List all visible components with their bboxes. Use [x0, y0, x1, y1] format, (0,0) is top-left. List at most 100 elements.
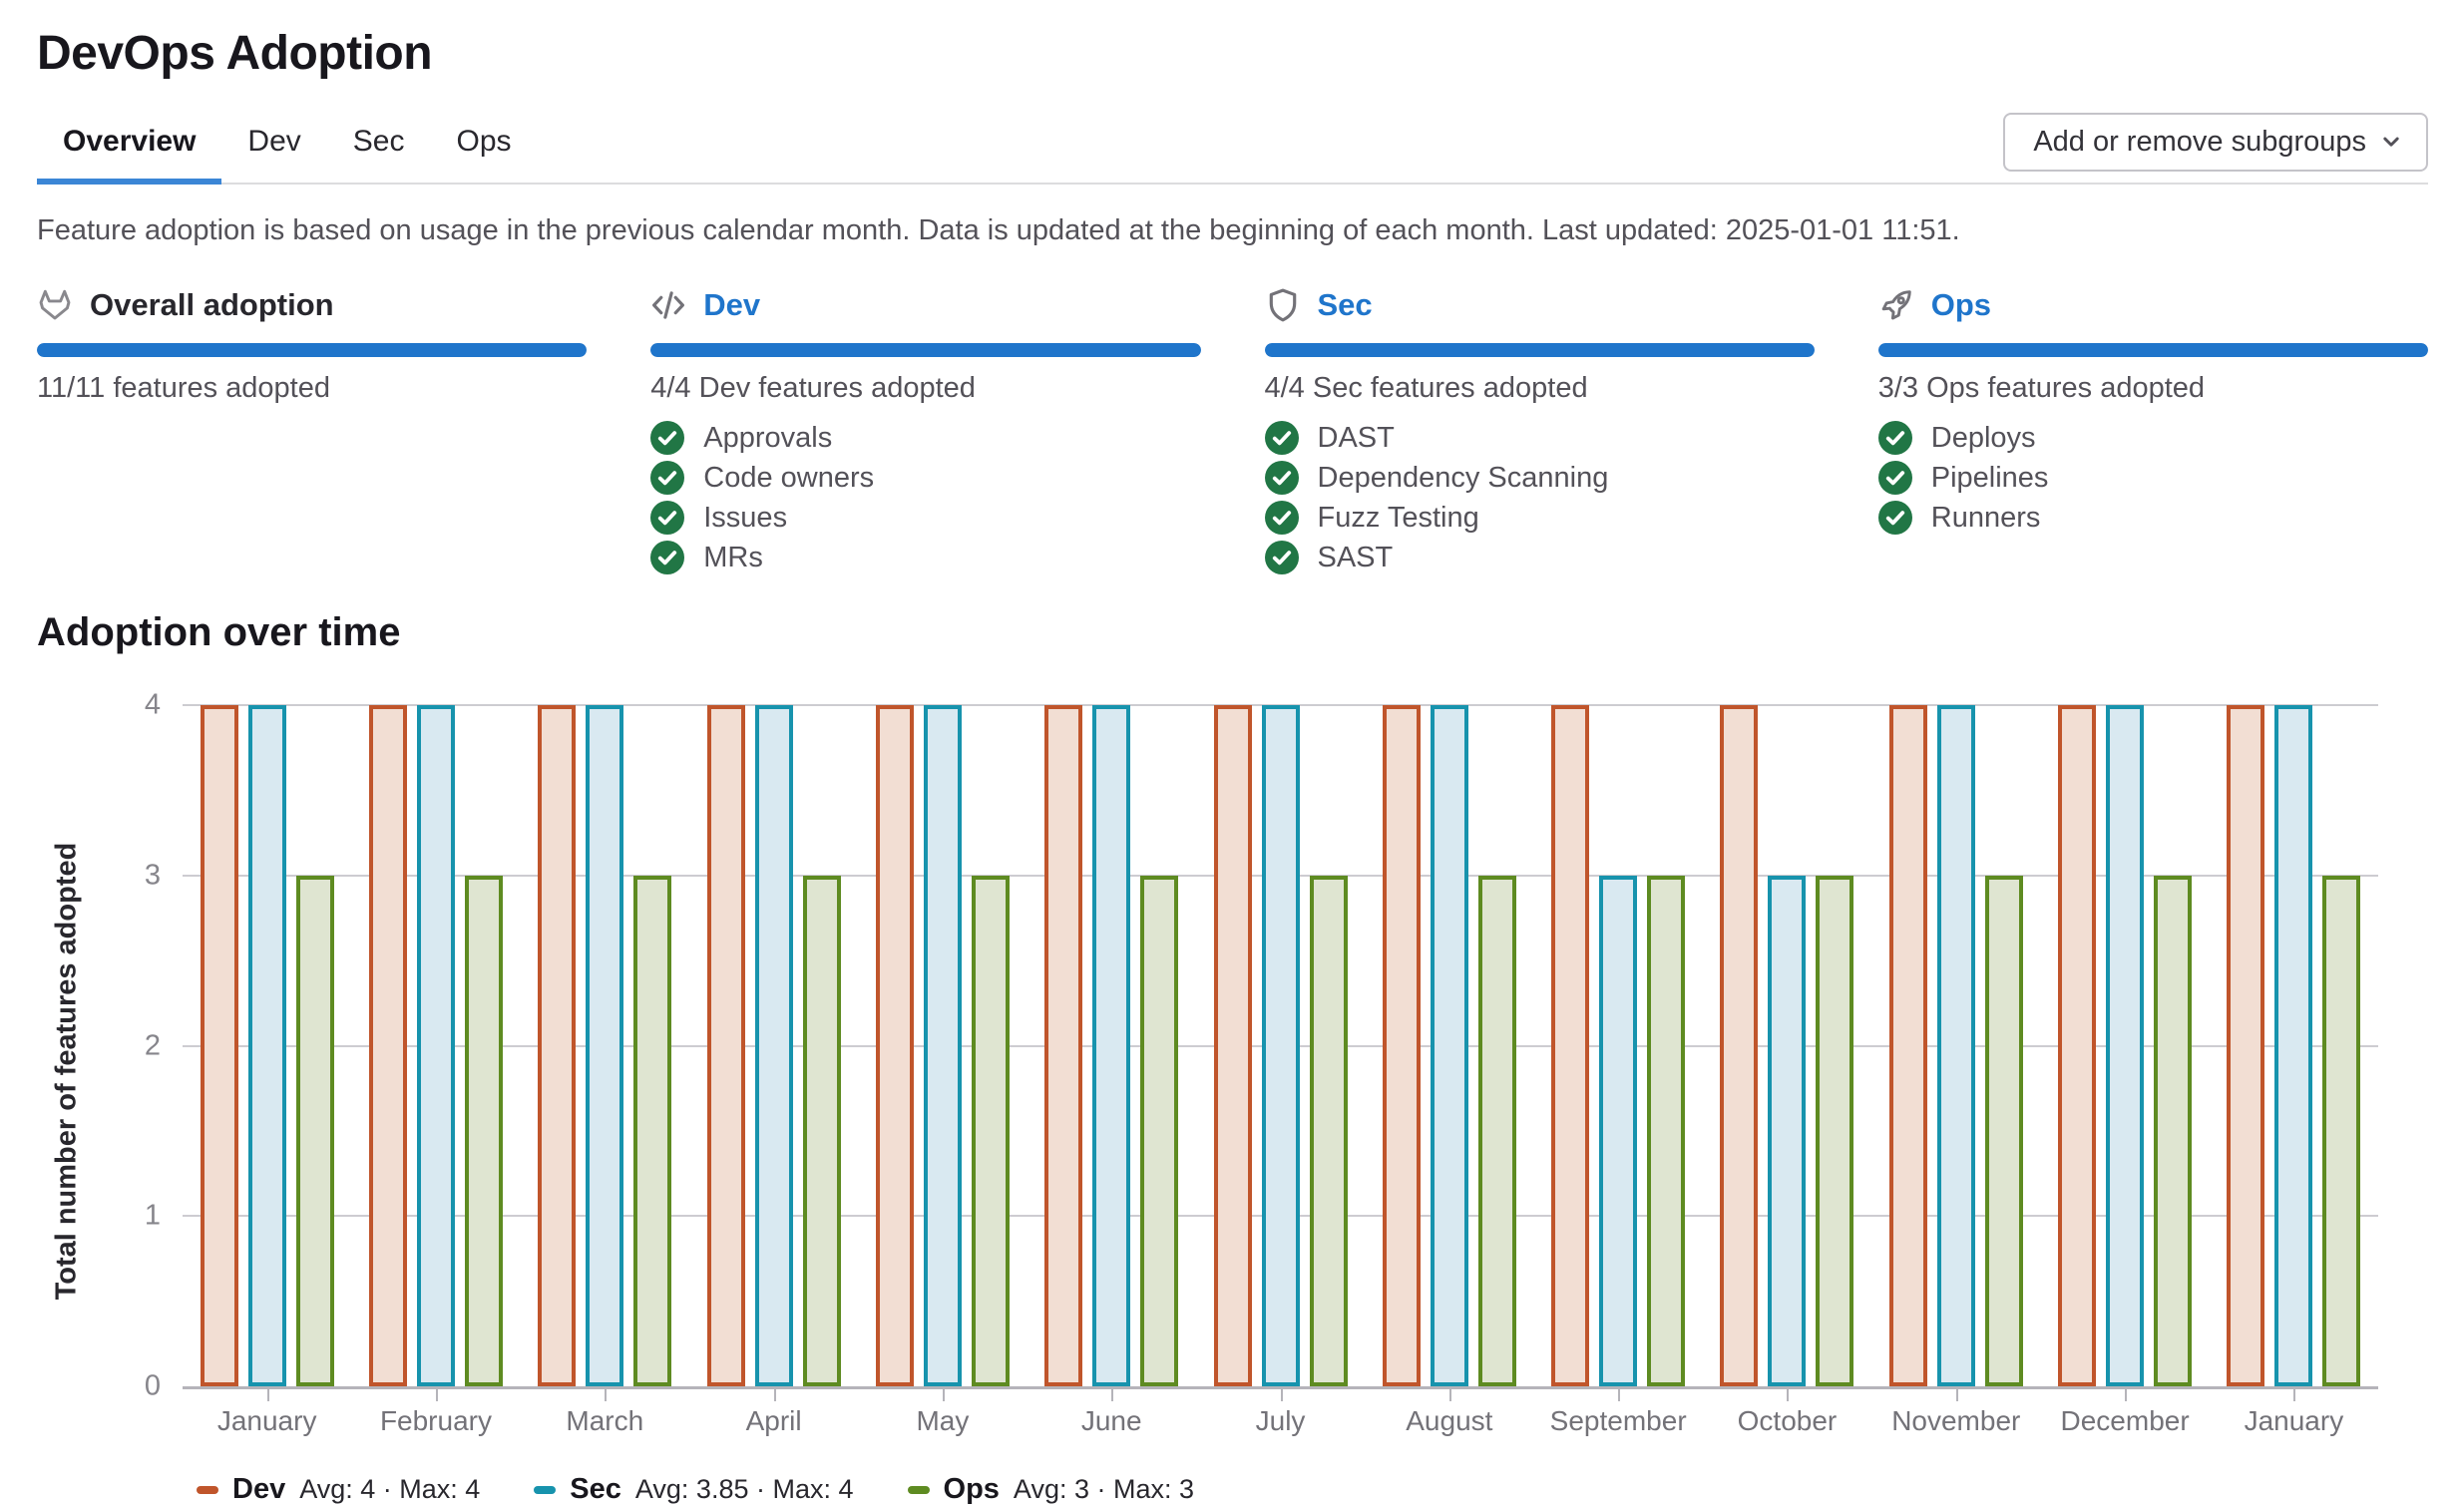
- dev-bar-april: [706, 705, 745, 1386]
- x-axis-label-january: January: [216, 1405, 317, 1436]
- legend-series-stats: Avg: 3.85 · Max: 4: [634, 1474, 854, 1504]
- feature-item-sast: SAST: [1264, 541, 1815, 574]
- feature-label: Dependency Scanning: [1317, 461, 1609, 494]
- x-axis-label-october: October: [1737, 1405, 1838, 1436]
- tanuki-icon: [37, 287, 73, 323]
- chart-plot-area: 4 3 2 1 0: [145, 689, 2378, 1402]
- feature-item-deploys: Deploys: [1877, 421, 2428, 455]
- feature-label: SAST: [1317, 541, 1394, 573]
- feature-item-dast: DAST: [1264, 421, 1815, 455]
- x-axis-tick: [1280, 1389, 1283, 1401]
- x-axis-label-november: November: [1891, 1405, 2021, 1436]
- ops-bar-february: [464, 875, 503, 1386]
- section-title-dev[interactable]: Dev: [703, 287, 761, 322]
- section-dev: Dev 4/4 Dev features adopted Approvals Code…: [650, 287, 1201, 586]
- sec-bar-december: [2106, 705, 2145, 1386]
- feature-label: Code owners: [703, 461, 875, 494]
- sec-bar-july: [1261, 705, 1300, 1386]
- tab-ops[interactable]: Ops: [430, 111, 537, 185]
- x-axis-label-december: December: [2060, 1405, 2190, 1436]
- ops-bar-april: [802, 875, 841, 1386]
- add-or-remove-subgroups-button[interactable]: Add or remove subgroups: [2003, 112, 2428, 172]
- y-tick-label-2: 2: [144, 1029, 161, 1061]
- feature-label: Fuzz Testing: [1317, 501, 1479, 534]
- x-axis-tick: [942, 1389, 945, 1401]
- x-axis-tick: [1618, 1389, 1621, 1401]
- sec-bar-january: [2274, 705, 2313, 1386]
- dev-bar-december: [2058, 705, 2097, 1386]
- legend-series-name: Sec: [570, 1473, 621, 1505]
- rocket-icon: [1878, 287, 1914, 323]
- sec-bar-june: [1092, 705, 1131, 1386]
- section-title-sec[interactable]: Sec: [1317, 287, 1373, 322]
- section-subtitle: 3/3 Ops features adopted: [1877, 372, 2206, 404]
- check-circle-icon: [1264, 541, 1299, 574]
- sec-bar-february: [416, 705, 455, 1386]
- tabs: Overview Dev Sec Ops: [37, 111, 538, 185]
- feature-label: Runners: [1930, 501, 2041, 534]
- section-title-overall-adoption: Overall adoption: [90, 287, 334, 322]
- dev-bar-august: [1382, 705, 1421, 1386]
- feature-item-issues: Issues: [650, 501, 1200, 535]
- month-group-june: [1027, 705, 1196, 1401]
- dev-bar-october: [1720, 705, 1759, 1386]
- tab-overview[interactable]: Overview: [37, 111, 222, 185]
- feature-list: Approvals Code owners Issues MRs: [650, 421, 1200, 574]
- legend-series-name: Dev: [232, 1473, 286, 1505]
- sec-bar-october: [1768, 875, 1807, 1386]
- dev-bar-march: [538, 705, 577, 1386]
- feature-label: Approvals: [703, 421, 833, 454]
- section-overall-adoption: Overall adoption 11/11 features adopted: [37, 287, 588, 586]
- section-subtitle: 11/11 features adopted: [37, 372, 330, 404]
- legend-item-sec[interactable]: Sec Avg: 3.85 · Max: 4: [534, 1473, 854, 1506]
- y-tick-label-3: 3: [144, 859, 161, 892]
- x-axis-tick: [1955, 1389, 1958, 1401]
- ops-bar-october: [1816, 875, 1854, 1386]
- feature-label: Issues: [703, 501, 788, 534]
- check-circle-icon: [650, 501, 685, 535]
- legend-item-dev[interactable]: Dev Avg: 4 · Max: 4: [197, 1473, 480, 1506]
- x-axis-label-july: July: [1255, 1405, 1306, 1436]
- dev-bar-november: [1888, 705, 1927, 1386]
- x-axis-tick: [773, 1389, 776, 1401]
- x-axis-label-september: September: [1549, 1405, 1687, 1436]
- month-group-september: [1534, 705, 1703, 1401]
- feature-item-fuzz-testing: Fuzz Testing: [1264, 501, 1815, 535]
- feature-item-dependency-scanning: Dependency Scanning: [1264, 461, 1815, 495]
- ops-bar-january: [295, 875, 334, 1386]
- ops-bar-march: [633, 875, 672, 1386]
- feature-item-code-owners: Code owners: [650, 461, 1200, 495]
- x-axis-tick: [435, 1389, 438, 1401]
- x-axis-tick: [605, 1389, 608, 1401]
- ops-bar-august: [1477, 875, 1516, 1386]
- section-title-ops[interactable]: Ops: [1930, 287, 1992, 322]
- tab-sec[interactable]: Sec: [327, 111, 431, 185]
- x-axis-label-may: May: [916, 1405, 970, 1436]
- ops-bar-september: [1647, 875, 1686, 1386]
- section-header: Dev: [650, 287, 1200, 323]
- dev-bar-september: [1551, 705, 1590, 1386]
- feature-item-mrs: MRs: [650, 541, 1200, 574]
- shield-icon: [1265, 287, 1301, 323]
- ops-bar-december: [2154, 875, 2193, 1386]
- month-group-october: [1703, 705, 1871, 1401]
- sec-bar-november: [1936, 705, 1975, 1386]
- y-axis-title: Total number of features adopted: [50, 842, 83, 1301]
- progress-bar-overall-adoption: [37, 343, 588, 357]
- sec-bar-may: [923, 705, 962, 1386]
- x-axis-label-april: April: [745, 1405, 802, 1436]
- x-axis-label-march: March: [566, 1405, 644, 1436]
- section-header: Sec: [1265, 287, 1815, 323]
- feature-label: DAST: [1317, 421, 1395, 454]
- progress-bar-fill: [650, 343, 1201, 357]
- sec-bar-march: [586, 705, 624, 1386]
- sec-bar-april: [754, 705, 793, 1386]
- y-tick-label-1: 1: [144, 1199, 161, 1232]
- tab-dev[interactable]: Dev: [221, 111, 326, 185]
- x-axis-tick: [1448, 1389, 1451, 1401]
- month-group-march: [521, 705, 689, 1401]
- x-axis-label-august: August: [1406, 1405, 1493, 1436]
- legend-item-ops[interactable]: Ops Avg: 3 · Max: 3: [907, 1473, 1194, 1506]
- y-tick-label-0: 0: [144, 1369, 161, 1402]
